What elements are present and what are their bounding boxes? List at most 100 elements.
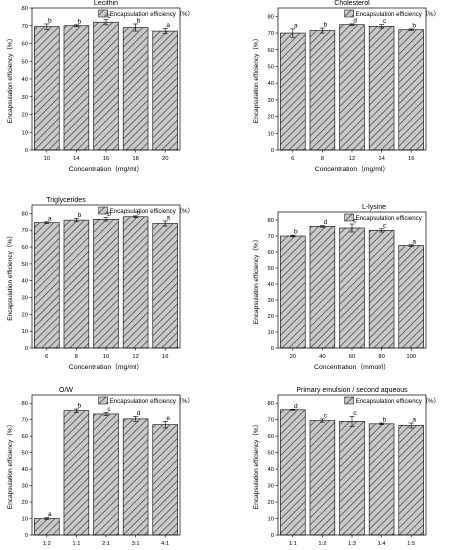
x-tick-label: 16: [162, 354, 168, 360]
bar: [34, 518, 60, 536]
x-axis-label: Concentration（mg/ml）: [69, 165, 143, 173]
y-tick-label: 50: [268, 451, 274, 457]
y-axis-label: Encapsulation efficiency（%）: [252, 35, 260, 123]
x-tick-label: 16: [103, 156, 109, 162]
bar: [63, 219, 90, 349]
bar: [34, 222, 60, 349]
x-tick-label: 2:1: [102, 541, 110, 547]
y-tick-label: 0: [271, 346, 274, 352]
chart-title: Cholesterol: [334, 0, 370, 7]
x-tick-label: 1:2: [43, 541, 51, 547]
y-tick-label: 0: [271, 533, 274, 539]
bar: [122, 216, 149, 349]
chart-title: L-lysine: [362, 204, 386, 211]
significance-label: d: [324, 219, 328, 226]
y-tick-label: 30: [268, 298, 274, 304]
plot-frame: [277, 394, 427, 536]
x-axis-label: Concentration（mmol/l）: [314, 363, 390, 371]
significance-label: b: [48, 17, 52, 24]
y-tick-label: 80: [22, 401, 28, 407]
chart-panel-1: Lecithin b 10 b 14 c 16 b 18 a 20 0 10 20 30 40 50 60 70 80…: [6, 0, 194, 173]
y-axis-label: Encapsulation efficiency（%）: [6, 232, 14, 320]
x-tick-label: 10: [103, 354, 109, 360]
bar: [34, 26, 60, 151]
legend-label: Encapsulation efficiency（%）: [110, 11, 194, 18]
significance-label: d: [294, 403, 298, 410]
y-tick-label: 70: [268, 234, 274, 240]
x-tick-label: 4:1: [161, 541, 169, 547]
y-tick-label: 40: [22, 77, 28, 83]
significance-label: b: [78, 403, 82, 410]
y-tick-label: 50: [22, 262, 28, 268]
legend-swatch: [344, 9, 354, 18]
significance-label: c: [137, 209, 141, 216]
bar: [309, 420, 336, 536]
y-tick-label: 80: [268, 218, 274, 224]
y-tick-label: 0: [25, 346, 28, 352]
chart-title: Triglycerides: [46, 197, 86, 204]
y-tick-label: 30: [22, 95, 28, 101]
x-tick-label: 20: [290, 354, 296, 360]
chart-title: O/W: [59, 387, 73, 394]
x-tick-label: 1:3: [348, 541, 356, 547]
x-axis-label: Concentration（mg/ml）: [315, 165, 389, 173]
y-tick-label: 80: [268, 401, 274, 407]
y-tick-label: 40: [268, 467, 274, 473]
y-tick-label: 40: [22, 279, 28, 285]
bar: [339, 24, 365, 151]
y-tick-label: 60: [22, 434, 28, 440]
significance-label: b: [294, 229, 298, 236]
bar: [339, 421, 365, 536]
y-tick-label: 80: [22, 6, 28, 12]
x-tick-label: 6: [45, 354, 48, 360]
x-tick-label: 12: [132, 354, 138, 360]
plot-frame: [277, 211, 427, 349]
x-tick-label: 1:4: [378, 541, 387, 547]
x-tick-label: 60: [349, 354, 355, 360]
y-tick-label: 60: [268, 250, 274, 256]
x-tick-label: 6: [291, 156, 294, 162]
plot-frame: [31, 204, 181, 349]
bar: [339, 227, 365, 349]
y-axis-label: Encapsulation efficiency（%）: [252, 236, 260, 324]
y-tick-label: 20: [22, 312, 28, 318]
y-tick-label: 60: [22, 245, 28, 251]
y-tick-label: 50: [22, 451, 28, 457]
y-tick-label: 40: [22, 467, 28, 473]
y-tick-label: 60: [22, 42, 28, 48]
chart-panel-4: L-lysine b 20 d 40 c 60 c 80 a 100 0 10 20 30 40 50 60 70 8…: [252, 204, 427, 371]
chart-title: Primary emulsion / second aqueous: [296, 387, 408, 394]
bar: [398, 29, 424, 151]
y-tick-label: 30: [22, 296, 28, 302]
bar: [280, 409, 306, 536]
legend-label: Encapsulation efficiency（%）: [110, 398, 194, 405]
y-axis-label: Encapsulation efficiency（%）: [252, 421, 260, 509]
x-tick-label: 1:1: [72, 541, 80, 547]
significance-label: d: [137, 410, 141, 417]
legend-label: Encapsulation efficiency（%）: [110, 208, 194, 215]
significance-label: c: [353, 218, 357, 225]
legend-label: Encapsulation efficiency（%）: [356, 398, 440, 405]
y-tick-label: 60: [268, 434, 274, 440]
y-tick-label: 40: [268, 81, 274, 87]
bar: [93, 413, 119, 536]
significance-label: a: [412, 417, 416, 424]
y-tick-label: 0: [25, 533, 28, 539]
bar: [309, 30, 336, 151]
y-tick-label: 30: [268, 98, 274, 104]
significance-label: a: [48, 511, 52, 518]
y-axis-label: Encapsulation efficiency（%）: [6, 421, 14, 509]
y-tick-label: 60: [268, 48, 274, 54]
bar: [398, 245, 424, 349]
y-tick-label: 70: [22, 228, 28, 234]
bar: [122, 418, 149, 536]
legend-swatch: [344, 213, 354, 222]
bar: [152, 223, 178, 349]
significance-label: a: [166, 22, 170, 29]
significance-label: e: [166, 415, 170, 422]
x-tick-label: 14: [378, 156, 385, 162]
y-tick-label: 70: [268, 31, 274, 37]
bar: [122, 27, 149, 151]
y-tick-label: 10: [22, 130, 28, 136]
y-tick-label: 50: [22, 59, 28, 65]
